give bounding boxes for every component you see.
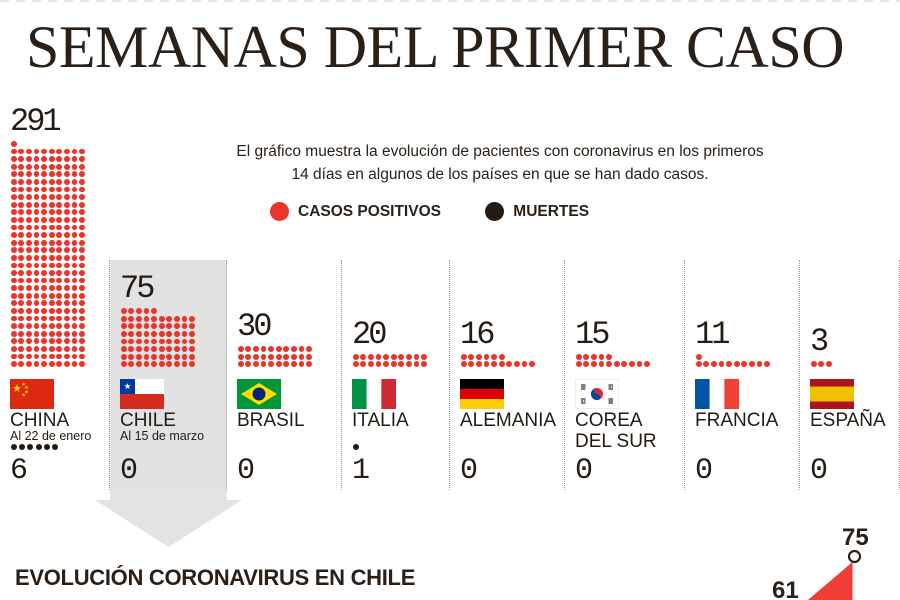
svg-text:61: 61 bbox=[772, 577, 799, 600]
svg-text:75: 75 bbox=[842, 524, 869, 551]
